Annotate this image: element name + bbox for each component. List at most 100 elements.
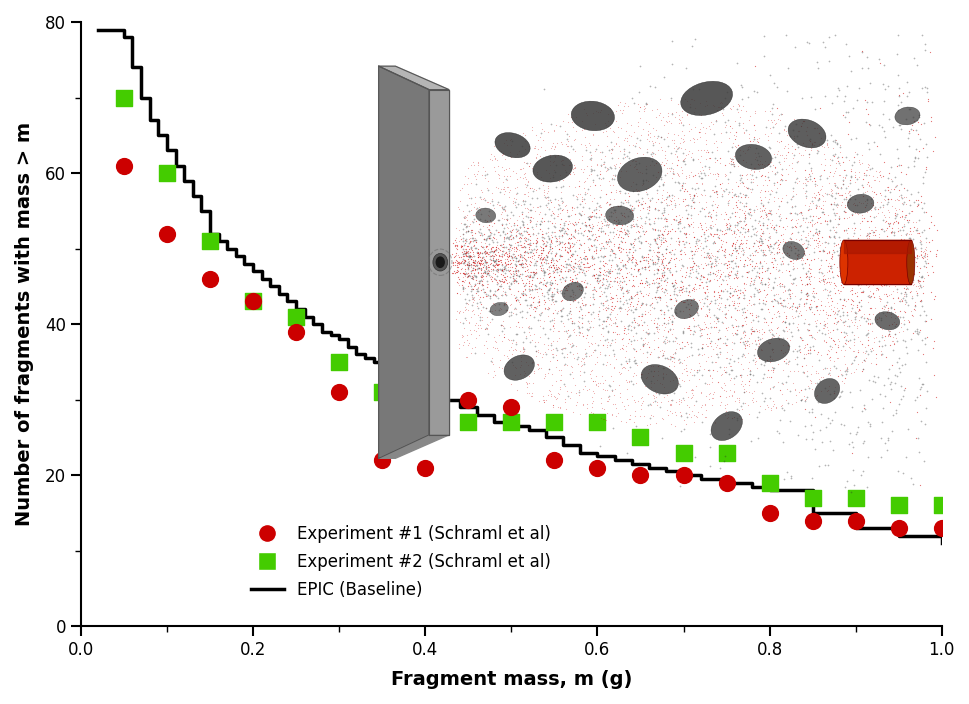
Point bbox=[779, 143, 795, 154]
Point bbox=[788, 243, 803, 254]
Point bbox=[685, 315, 701, 326]
Point bbox=[544, 294, 559, 305]
Point bbox=[637, 116, 652, 127]
Point bbox=[780, 284, 796, 295]
Point bbox=[707, 206, 723, 218]
Point bbox=[674, 260, 690, 271]
Point bbox=[510, 256, 525, 267]
Point bbox=[536, 191, 551, 203]
Point bbox=[589, 251, 605, 263]
Point bbox=[739, 92, 755, 103]
Point bbox=[603, 244, 618, 255]
Point bbox=[741, 373, 757, 384]
Point bbox=[661, 115, 676, 127]
Point bbox=[771, 253, 787, 264]
Point bbox=[526, 306, 542, 317]
Point bbox=[508, 276, 523, 287]
Point bbox=[705, 184, 721, 196]
Point bbox=[791, 346, 806, 358]
Point bbox=[462, 236, 478, 247]
Point bbox=[853, 311, 868, 322]
Point bbox=[628, 258, 643, 270]
Point bbox=[842, 171, 858, 182]
Point bbox=[457, 247, 473, 258]
Point bbox=[635, 291, 650, 302]
Point bbox=[740, 128, 756, 139]
Point bbox=[766, 191, 781, 202]
Point bbox=[751, 256, 766, 267]
Point bbox=[593, 329, 609, 340]
Point bbox=[547, 226, 562, 237]
Point bbox=[793, 238, 808, 249]
Point bbox=[574, 276, 589, 287]
Point bbox=[776, 239, 792, 251]
Point bbox=[863, 185, 879, 196]
Point bbox=[843, 316, 859, 327]
Point bbox=[669, 143, 684, 154]
Point bbox=[536, 184, 551, 195]
Point bbox=[498, 174, 514, 185]
Point bbox=[667, 332, 682, 343]
Point bbox=[671, 339, 686, 350]
Point bbox=[701, 379, 716, 390]
Point bbox=[689, 235, 704, 246]
Point bbox=[746, 263, 762, 274]
Point bbox=[525, 229, 541, 240]
Point bbox=[703, 208, 718, 220]
Point bbox=[811, 325, 827, 336]
Point bbox=[627, 253, 642, 265]
Point bbox=[521, 204, 537, 215]
Point bbox=[517, 266, 533, 277]
Point bbox=[650, 313, 666, 324]
Point bbox=[597, 385, 612, 396]
Point bbox=[486, 304, 502, 315]
Point bbox=[528, 268, 544, 279]
Point bbox=[913, 119, 928, 130]
Point bbox=[605, 247, 620, 258]
Point bbox=[906, 303, 922, 315]
Point bbox=[784, 200, 799, 211]
Point bbox=[545, 400, 560, 411]
Point bbox=[587, 208, 603, 219]
Point bbox=[678, 95, 694, 106]
Point bbox=[762, 238, 777, 249]
Point bbox=[716, 250, 732, 261]
Point bbox=[518, 330, 534, 341]
Point bbox=[654, 249, 670, 260]
Point bbox=[545, 320, 560, 331]
Point bbox=[641, 201, 656, 212]
Point bbox=[745, 349, 761, 360]
Point bbox=[507, 302, 522, 313]
Point bbox=[784, 260, 799, 272]
Point bbox=[728, 403, 743, 414]
Point bbox=[758, 354, 773, 365]
Point bbox=[678, 365, 694, 377]
Point bbox=[561, 146, 577, 157]
Point bbox=[887, 212, 902, 223]
Point bbox=[651, 401, 667, 413]
Point bbox=[812, 385, 828, 396]
Point bbox=[704, 168, 720, 180]
Point bbox=[856, 355, 871, 366]
Point bbox=[696, 167, 711, 178]
Point bbox=[797, 187, 812, 199]
Point bbox=[546, 312, 561, 323]
Point bbox=[651, 273, 667, 284]
Point bbox=[623, 219, 639, 230]
Point bbox=[495, 241, 511, 253]
Point bbox=[574, 115, 589, 127]
Point bbox=[455, 239, 471, 251]
Point bbox=[689, 319, 704, 330]
Point bbox=[457, 268, 473, 279]
Point bbox=[847, 199, 862, 210]
Point bbox=[547, 261, 563, 272]
Point bbox=[797, 192, 813, 203]
Point bbox=[723, 343, 738, 354]
Point bbox=[785, 258, 800, 269]
Point bbox=[498, 232, 514, 244]
Point bbox=[760, 234, 775, 246]
Point bbox=[778, 86, 794, 97]
Point bbox=[634, 297, 649, 308]
Point bbox=[879, 231, 894, 242]
Point bbox=[672, 275, 688, 287]
